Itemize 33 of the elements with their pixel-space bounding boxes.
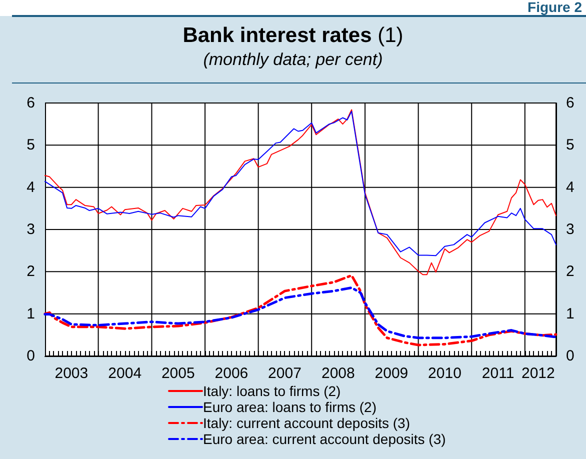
x-tick-label: 2004 — [108, 365, 142, 382]
y-tick-label: 6 — [26, 94, 35, 112]
y-tick-label: 5 — [26, 136, 35, 154]
chart-title: Bank interest rates (1) — [182, 24, 404, 47]
line-series — [44, 274, 558, 346]
caption: Figure 2 — [528, 0, 582, 15]
x-tick-label: 2008 — [321, 365, 355, 382]
y2-tick-label: 2 — [566, 263, 574, 280]
y2-tick-label: 4 — [566, 178, 574, 196]
y-tick-label: 0 — [26, 348, 35, 364]
x-tick-label: 2009 — [374, 365, 408, 382]
legend-label: Euro area: loans to firms (2) — [203, 399, 377, 415]
x-tick-label: 2005 — [161, 365, 195, 382]
x-tick-label: 2007 — [268, 365, 302, 382]
y2-tick-label: 1 — [566, 305, 574, 322]
y2-tick-label: 5 — [566, 136, 574, 154]
line-series — [44, 286, 558, 340]
y-tick-label: 3 — [26, 221, 35, 238]
y2-tick-label: 0 — [566, 348, 574, 364]
x-tick-label: 2011 — [482, 365, 514, 382]
x-tick-label: 2003 — [54, 365, 88, 382]
legend-label: Italy: current account deposits (3) — [203, 415, 410, 431]
chart-subtitle: (monthly data; per cent) — [203, 50, 383, 69]
x-tick-label: 2010 — [428, 365, 462, 382]
x-tick-label: 2012 — [522, 365, 555, 382]
y2-tick-label: 6 — [566, 94, 574, 112]
y-tick-label: 1 — [26, 305, 35, 322]
y-tick-label: 2 — [26, 263, 35, 280]
x-tick-label: 2006 — [214, 365, 248, 382]
y-tick-label: 4 — [26, 178, 35, 196]
y2-tick-label: 3 — [566, 221, 574, 238]
legend-label: Euro area: current account deposits (3) — [203, 431, 446, 447]
legend-label: Italy: loans to firms (2) — [203, 383, 341, 399]
